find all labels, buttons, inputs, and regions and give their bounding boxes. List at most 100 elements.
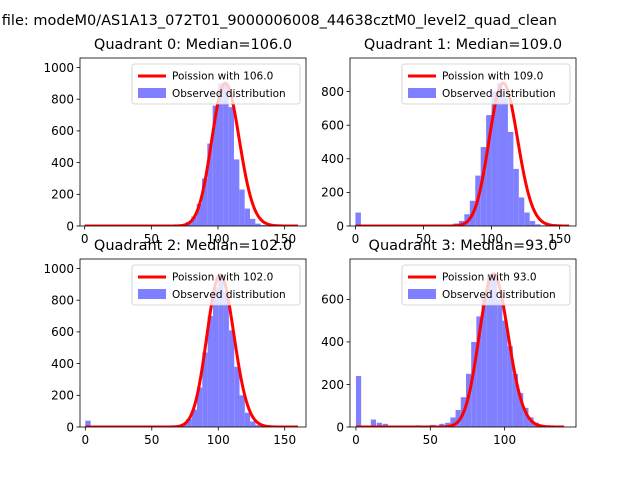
histogram-bar (476, 316, 482, 427)
legend-label-poisson: Poission with 93.0 (442, 272, 537, 284)
legend-patch-swatch (408, 289, 436, 299)
plot-area (355, 81, 570, 226)
histogram-bar (486, 273, 492, 427)
x-tick-label: 0 (352, 232, 360, 246)
legend: Poission with 93.0 Observed distribution (401, 264, 571, 306)
histogram-bar (512, 373, 519, 427)
y-tick-label: 200 (51, 389, 74, 403)
x-tick-label: 50 (423, 433, 438, 447)
histogram-bar (502, 320, 508, 427)
legend-label-observed: Observed distribution (442, 289, 556, 301)
histogram-bar (212, 287, 219, 427)
histogram-bar (481, 295, 487, 427)
histogram-bar (497, 83, 503, 226)
y-tick-label: 400 (321, 152, 344, 166)
x-tick-label: 150 (273, 433, 296, 447)
histogram-bar (255, 425, 261, 427)
histogram-bar (535, 224, 541, 226)
legend-label-poisson: Poission with 102.0 (172, 272, 273, 284)
subplot-quadrant-2: 0 50 100 150 0 200 400 600 800 1000 Quadrant 2: Me… (43, 238, 307, 447)
histogram-bar (480, 147, 487, 226)
y-tick-label: 800 (321, 85, 344, 99)
histogram-bar (250, 421, 256, 427)
y-tick-label: 800 (51, 294, 74, 308)
subplot-quadrant-0: 0 50 100 150 0 200 400 600 800 1000 Quadrant 0: Me… (43, 37, 307, 246)
y-tick-label: 400 (321, 335, 344, 349)
x-tick-label: 50 (416, 232, 431, 246)
histogram-bar (439, 423, 445, 427)
x-tick-label: 150 (548, 232, 571, 246)
poisson-curve (85, 273, 299, 427)
histogram-bar (491, 273, 498, 427)
y-tick-label: 200 (51, 188, 74, 202)
histogram-bar (255, 223, 261, 226)
axes-frame (349, 57, 577, 227)
plot-area (84, 81, 299, 226)
histogram-bar (202, 178, 208, 226)
x-tick-label: 100 (480, 232, 503, 246)
subplot-title: Quadrant 1: Median=109.0 (364, 37, 562, 53)
histogram-bar (239, 189, 245, 226)
x-tick-label: 0 (81, 433, 89, 447)
axes-frame (79, 57, 307, 227)
histogram-bar (228, 107, 234, 226)
x-tick-label: 100 (493, 433, 516, 447)
histogram-bar (523, 407, 529, 427)
y-tick-label: 200 (321, 186, 344, 200)
histogram-bar (212, 105, 218, 226)
histogram-bar (471, 341, 477, 427)
x-tick-label: 50 (144, 433, 159, 447)
x-tick-label: 150 (273, 232, 296, 246)
legend-box (401, 264, 571, 306)
legend-patch-swatch (138, 289, 166, 299)
histogram-bar (370, 419, 377, 427)
poisson-curve (355, 272, 565, 427)
plot-area (85, 273, 299, 427)
y-tick-label: 200 (321, 378, 344, 392)
x-tick-label: 50 (144, 232, 159, 246)
histogram-bar (455, 409, 461, 427)
poisson-curve (355, 81, 570, 226)
legend-box (131, 63, 301, 105)
histogram-bar (191, 409, 197, 427)
histogram-bar (196, 203, 202, 226)
histogram-bar (382, 423, 388, 427)
histogram-bar (85, 420, 91, 427)
y-tick-label: 600 (321, 119, 344, 133)
legend-box (401, 63, 571, 105)
histogram-bar (260, 225, 266, 226)
legend: Poission with 109.0 Observed distribution (401, 63, 571, 105)
histogram-bar (218, 274, 224, 427)
histogram-bar (207, 143, 213, 226)
y-tick-label: 0 (66, 420, 74, 434)
legend-label-poisson: Poission with 106.0 (172, 71, 273, 83)
histogram-bar (250, 218, 256, 226)
y-tick-label: 600 (321, 293, 344, 307)
histogram-bar (223, 83, 229, 226)
x-tick-label: 0 (352, 433, 360, 447)
figure-suptitle: n file: modeM0/AS1A13_072T01_9000006008_… (0, 13, 557, 29)
legend: Poission with 106.0 Observed distribution (131, 63, 301, 105)
subplot-quadrant-3: 0 50 100 0 200 400 600 Quadrant 3: Median=93.0 P… (321, 238, 577, 447)
y-tick-label: 600 (51, 325, 74, 339)
histogram-bar (223, 292, 229, 427)
subplot-title: Quadrant 3: Median=93.0 (369, 238, 558, 254)
x-tick-label: 100 (207, 433, 230, 447)
histogram-bar (518, 197, 525, 226)
histogram-bar (234, 366, 240, 427)
poisson-curve (84, 81, 299, 226)
histogram-bar (244, 208, 250, 226)
y-tick-label: 0 (336, 420, 344, 434)
plot-area (355, 272, 565, 427)
y-tick-label: 0 (66, 219, 74, 233)
y-tick-label: 400 (51, 156, 74, 170)
histogram-bar (376, 422, 382, 427)
histogram-bar (218, 83, 224, 226)
histogram-bar (507, 346, 513, 427)
legend-label-poisson: Poission with 109.0 (442, 71, 543, 83)
subplot-title: Quadrant 2: Median=102.0 (94, 238, 292, 254)
histogram-bar (450, 417, 456, 427)
histogram-bar (491, 91, 498, 226)
y-tick-label: 1000 (43, 262, 74, 276)
